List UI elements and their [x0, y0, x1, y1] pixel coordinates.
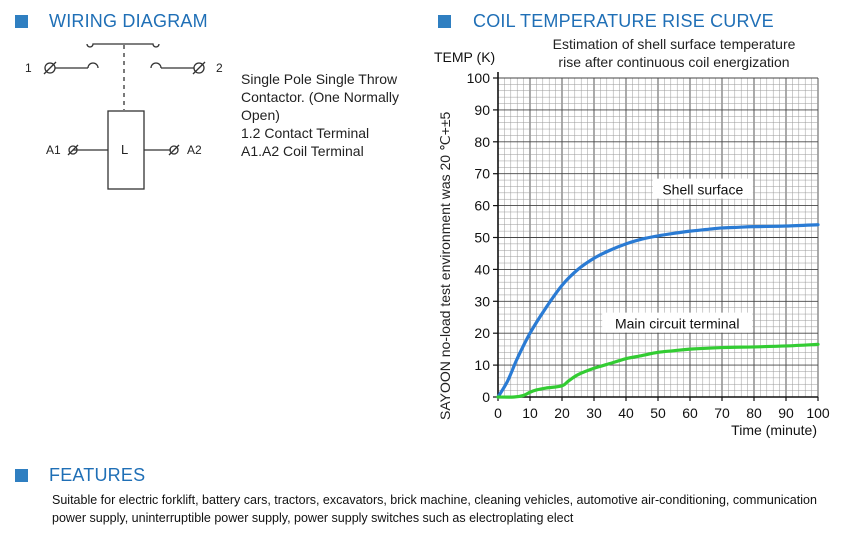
y-tick-label: 20	[474, 325, 490, 341]
y-tick-label: 40	[474, 261, 490, 277]
contact-right	[150, 62, 162, 69]
x-tick-label: 0	[494, 405, 502, 421]
y-tick-label: 100	[467, 70, 491, 86]
temperature-curve-section-header: COIL TEMPERATURE RISE CURVE	[438, 11, 774, 32]
features-heading: FEATURES	[49, 465, 146, 485]
y-tick-label: 70	[474, 166, 490, 182]
chart-title-line-1: Estimation of shell surface temperature	[553, 36, 796, 52]
x-tick-label: 80	[746, 405, 762, 421]
chart-labels: Shell surface Main circuit terminal TEMP (…	[434, 36, 817, 438]
series-label-shell-surface: Shell surface	[662, 182, 743, 198]
wiring-description: Single Pole Single Throw Contactor. (One…	[241, 70, 431, 160]
terminal-2-icon	[193, 62, 205, 74]
description-line: Single Pole Single Throw	[241, 71, 398, 87]
x-tick-label: 100	[806, 405, 830, 421]
features-text: Suitable for electric forklift, battery …	[52, 493, 817, 525]
description-line: Contactor. (One Normally	[241, 89, 399, 105]
terminal-a1-label: A1	[46, 143, 61, 157]
x-tick-label: 40	[618, 405, 634, 421]
chart-series	[496, 223, 820, 399]
y-tick-label: 0	[482, 389, 490, 405]
coil-label: L	[121, 142, 128, 157]
x-axis-title: Time (minute)	[731, 422, 817, 438]
wiring-schematic: 1 2 A1 A2 L	[25, 43, 223, 190]
contact-left	[87, 62, 99, 69]
section-square-icon	[15, 15, 28, 28]
contact-bridge	[86, 43, 160, 48]
section-square-icon	[15, 469, 28, 482]
wiring-diagram-section-header: WIRING DIAGRAM	[15, 11, 208, 32]
test-environment-note: SAYOON no-load test environment was 20 ℃…	[437, 111, 453, 420]
x-tick-label: 60	[682, 405, 698, 421]
terminal-2-label: 2	[216, 61, 223, 75]
y-tick-label: 80	[474, 134, 490, 150]
description-line: 1.2 Contact Terminal	[241, 125, 370, 141]
section-square-icon	[438, 15, 451, 28]
series-line-shell-surface	[496, 223, 820, 399]
terminal-a2-label: A2	[187, 143, 202, 157]
series-label-bg	[652, 178, 753, 199]
chart-ticks: 0 10 20 30 40 50 60 70 80 90 100 0 10 20 30 40 50 60 70 80 9…	[467, 70, 830, 421]
y-tick-label: 60	[474, 198, 490, 214]
description-line: Open)	[241, 107, 280, 123]
terminal-1-icon	[44, 62, 56, 74]
description-line: A1.A2 Coil Terminal	[241, 143, 364, 159]
y-tick-label: 50	[474, 230, 490, 246]
x-tick-label: 30	[586, 405, 602, 421]
series-label-main-circuit-terminal: Main circuit terminal	[615, 316, 739, 332]
terminal-1-label: 1	[25, 61, 32, 75]
features-section-header: FEATURES	[15, 465, 145, 486]
terminal-a1-icon	[68, 145, 78, 155]
y-axis-title: TEMP (K)	[434, 49, 495, 65]
x-tick-label: 50	[650, 405, 666, 421]
y-tick-label: 30	[474, 293, 490, 309]
terminal-a2-icon	[169, 145, 179, 155]
chart-title-line-2: rise after continuous coil energization	[558, 54, 789, 70]
x-tick-label: 90	[778, 405, 794, 421]
x-tick-label: 70	[714, 405, 730, 421]
series-label-bg	[602, 312, 753, 333]
series-line-main-circuit-terminal	[496, 342, 820, 399]
temperature-curve-heading: COIL TEMPERATURE RISE CURVE	[473, 11, 774, 31]
x-tick-label: 10	[522, 405, 538, 421]
temperature-rise-chart: 0 10 20 30 40 50 60 70 80 90 100 0 10 20 30 40 50 60 70 80 9…	[434, 36, 830, 438]
wiring-diagram-heading: WIRING DIAGRAM	[49, 11, 208, 31]
x-tick-label: 20	[554, 405, 570, 421]
y-tick-label: 90	[474, 102, 490, 118]
y-tick-label: 10	[474, 357, 490, 373]
